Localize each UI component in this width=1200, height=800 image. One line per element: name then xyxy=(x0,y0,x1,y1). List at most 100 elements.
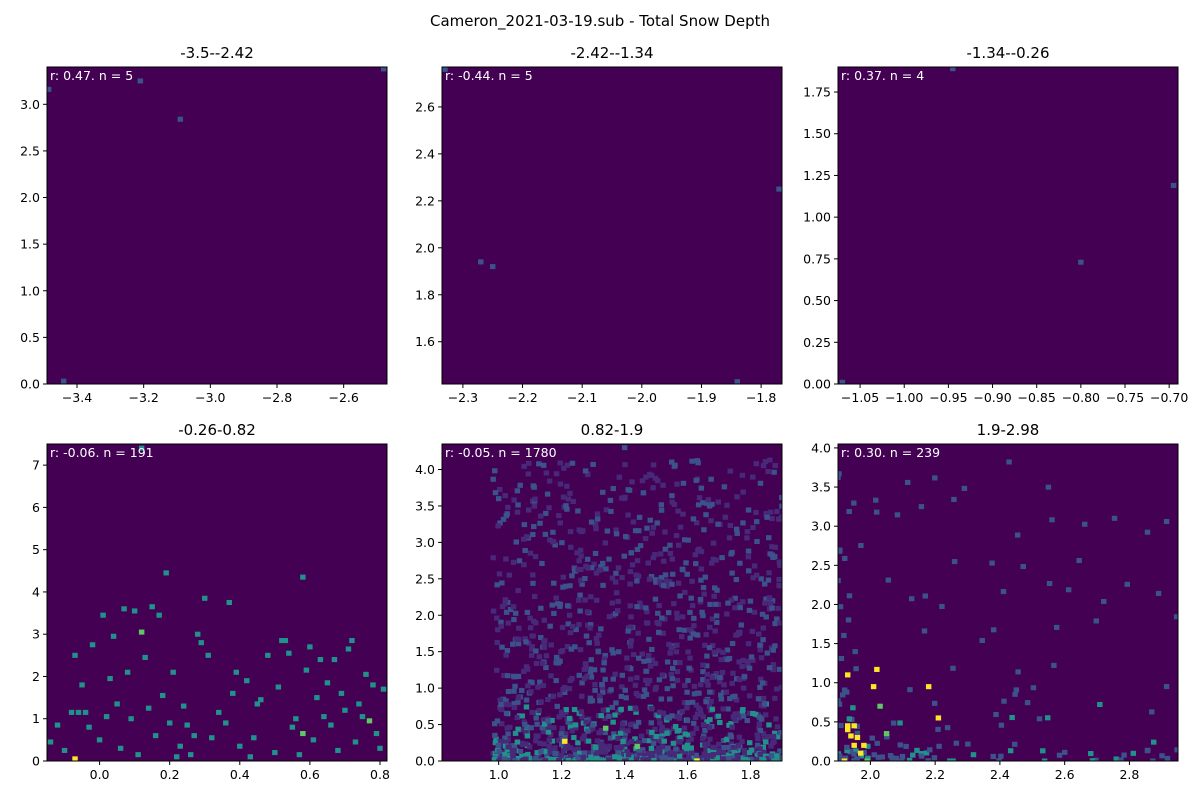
heatmap-cell xyxy=(770,667,776,673)
heatmap-cell xyxy=(244,678,250,684)
heatmap-cell xyxy=(583,664,589,671)
subplot-title: -1.34--0.26 xyxy=(966,44,1049,62)
heatmap-cell xyxy=(765,755,771,761)
heatmap-cell xyxy=(576,750,583,756)
heatmap-cell xyxy=(527,550,534,556)
heatmap-cell xyxy=(677,735,683,741)
heatmap-cell xyxy=(660,558,667,564)
heatmap-cell xyxy=(636,747,643,753)
heatmap-cell xyxy=(674,481,680,487)
heatmap-cell xyxy=(585,471,591,477)
heatmap-cell xyxy=(562,738,568,744)
heatmap-cell xyxy=(1056,752,1063,758)
heatmap-cell xyxy=(494,718,501,724)
heatmap-cell xyxy=(558,741,565,748)
heatmap-cell xyxy=(864,758,870,761)
heatmap-cell xyxy=(564,462,571,468)
heatmap-cell xyxy=(718,657,724,663)
heatmap-cell xyxy=(689,578,695,584)
heatmap-cell xyxy=(744,718,751,724)
heatmap-cell xyxy=(543,665,549,671)
heatmap-cell xyxy=(700,500,706,506)
heatmap-cell xyxy=(707,689,713,695)
heatmap-cell xyxy=(838,701,843,707)
axes-frame xyxy=(441,66,783,385)
heatmap-cell xyxy=(226,599,232,606)
heatmap-cell xyxy=(611,758,617,761)
heatmap-cell xyxy=(521,463,527,469)
heatmap-cell xyxy=(655,712,662,719)
heatmap-cell xyxy=(851,751,857,757)
heatmap-cell xyxy=(496,748,502,754)
heatmap-cell xyxy=(779,495,782,501)
heatmap-cell xyxy=(565,603,571,609)
heatmap-cell xyxy=(714,619,720,625)
heatmap-cell xyxy=(575,740,581,746)
heatmap-cell xyxy=(521,562,527,568)
heatmap-cell xyxy=(551,750,558,756)
heatmap-cell xyxy=(761,736,768,742)
heatmap-cell xyxy=(776,576,782,582)
heatmap-cell xyxy=(667,542,673,548)
heatmap-cell xyxy=(914,747,920,753)
heatmap-cell xyxy=(662,546,669,552)
heatmap-cell xyxy=(690,631,696,637)
heatmap-cell xyxy=(588,519,595,525)
heatmap-cell xyxy=(1076,557,1082,564)
heatmap-cell xyxy=(1088,751,1094,757)
heatmap-cell xyxy=(545,729,552,735)
heatmap-cell xyxy=(533,755,539,761)
heatmap-cell xyxy=(565,496,572,502)
heatmap-cell xyxy=(661,616,668,622)
heatmap-cell xyxy=(645,750,651,757)
heatmap-cell xyxy=(516,625,522,631)
heatmap-cell xyxy=(515,641,522,647)
y-tick-label: 3.5 xyxy=(811,480,831,495)
heatmap-cell xyxy=(713,557,719,563)
heatmap-cell xyxy=(647,663,654,669)
heatmap-cell xyxy=(755,696,762,702)
heatmap-cell xyxy=(842,755,849,761)
heatmap-cell xyxy=(582,597,588,603)
heatmap-cell xyxy=(839,379,846,384)
heatmap-cell xyxy=(632,528,639,534)
heatmap-cell xyxy=(562,731,569,737)
heatmap-cell xyxy=(72,652,78,658)
y-tick-label: 4 xyxy=(32,584,40,599)
heatmap-cell xyxy=(489,264,496,270)
correlation-annotation: r: -0.44. n = 5 xyxy=(445,68,533,83)
heatmap-cell xyxy=(870,684,877,690)
heatmap-cell xyxy=(567,724,574,730)
heatmap-cell xyxy=(667,696,673,702)
heatmap-cell xyxy=(539,560,545,567)
heatmap-cell xyxy=(279,638,285,644)
heatmap-cell xyxy=(523,752,529,759)
heatmap-cell xyxy=(578,709,585,715)
correlation-annotation: r: -0.06. n = 191 xyxy=(50,445,154,460)
heatmap-cell xyxy=(659,724,665,730)
x-tick-label: −2.8 xyxy=(262,390,292,405)
heatmap-cell xyxy=(549,717,555,723)
heatmap-cell xyxy=(706,645,713,651)
heatmap-cell xyxy=(536,654,543,660)
heatmap-cell xyxy=(709,674,715,680)
heatmap-cell xyxy=(776,186,782,192)
heatmap-cell xyxy=(686,757,693,761)
heatmap-cell xyxy=(762,600,768,606)
heatmap-cell xyxy=(1049,517,1055,523)
heatmap-cell xyxy=(549,738,556,744)
heatmap-cell xyxy=(636,514,643,520)
heatmap-cell xyxy=(695,460,701,466)
heatmap-cell xyxy=(612,611,619,617)
heatmap-cell xyxy=(721,682,727,688)
heatmap-cell xyxy=(560,584,566,590)
heatmap-cell xyxy=(511,497,517,503)
heatmap-cell xyxy=(734,379,740,384)
heatmap-cell xyxy=(754,572,760,578)
heatmap-cell xyxy=(642,536,649,542)
heatmap-cell xyxy=(612,754,618,760)
heatmap-cell xyxy=(504,725,511,731)
heatmap-cell xyxy=(601,660,607,666)
heatmap-cell xyxy=(672,462,678,468)
heatmap-cell xyxy=(650,740,657,746)
